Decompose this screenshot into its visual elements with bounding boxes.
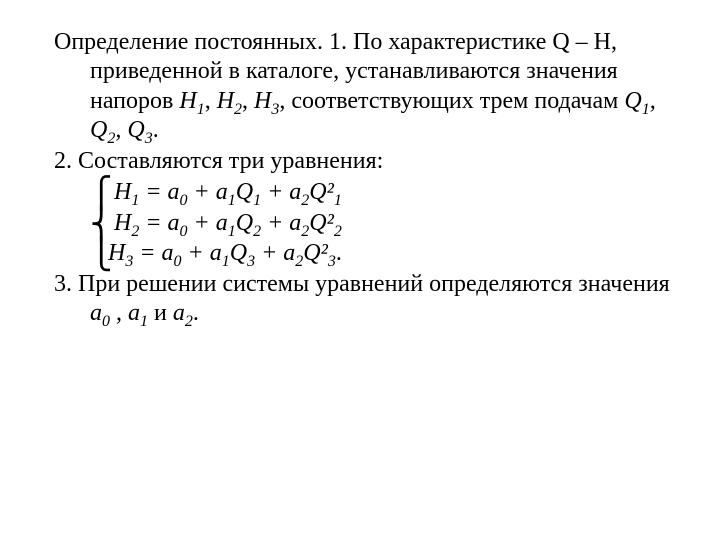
sep: ,	[650, 88, 656, 114]
dot: .	[193, 300, 199, 326]
sub-1: 1	[140, 313, 148, 330]
step-2-intro: 2. Составляются три уравнения:	[54, 147, 680, 176]
document-page: Определение постоянных. 1. По характерис…	[0, 0, 720, 540]
step-1-paragraph: Определение постоянных. 1. По характерис…	[54, 28, 680, 145]
plus-sign: +	[182, 240, 210, 266]
sep: ,	[205, 88, 217, 114]
sq: ²	[327, 179, 334, 205]
sub-3: 3	[247, 253, 255, 270]
step-3-text-a: 3. При решении системы уравнений определ…	[54, 271, 670, 297]
equation-3: ⎩Н3 = а0 + а1Q3 + а2Q²3.	[54, 239, 680, 268]
plus-sign: +	[188, 210, 216, 236]
sub-2: 2	[234, 100, 242, 117]
plus-sign: +	[255, 240, 283, 266]
sub-0: 0	[180, 222, 188, 239]
var-Q: Q	[127, 117, 144, 143]
var-a: а	[173, 300, 185, 326]
var-a: а	[216, 210, 228, 236]
var-H: Н	[114, 179, 131, 205]
var-Q: Q	[236, 210, 253, 236]
var-Q: Q	[309, 210, 326, 236]
sub-1: 1	[222, 253, 230, 270]
sq: ²	[321, 240, 328, 266]
sub-2: 2	[334, 222, 342, 239]
sub-3: 3	[145, 130, 153, 147]
var-H: Н	[217, 88, 234, 114]
var-Q: Q	[90, 117, 107, 143]
equation-2: ⎨ Н2 = а0 + а1Q2 + а2Q²2	[54, 209, 680, 238]
var-a: а	[216, 179, 228, 205]
sub-0: 0	[102, 313, 110, 330]
sub-2: 2	[253, 222, 261, 239]
and-word: и	[148, 300, 173, 326]
sep: ,	[115, 117, 127, 143]
plus-sign: +	[261, 210, 289, 236]
var-H: Н	[114, 210, 131, 236]
sub-1: 1	[197, 100, 205, 117]
step-1-text-b: , соответствующих трем подачам	[279, 88, 624, 114]
plus-sign: +	[188, 179, 216, 205]
sep: ,	[116, 300, 128, 326]
var-Q: Q	[309, 179, 326, 205]
var-a: а	[162, 240, 174, 266]
var-a: а	[283, 240, 295, 266]
var-a: а	[289, 179, 301, 205]
sep: ,	[242, 88, 254, 114]
sub-0: 0	[180, 192, 188, 209]
sub-1: 1	[228, 222, 236, 239]
dot: .	[153, 117, 159, 143]
sub-2: 2	[185, 313, 193, 330]
var-H: Н	[254, 88, 271, 114]
sub-1: 1	[253, 192, 261, 209]
eq-sign: =	[139, 179, 167, 205]
var-H: Н	[179, 88, 196, 114]
sub-1: 1	[334, 192, 342, 209]
eq-sign: =	[133, 240, 161, 266]
var-a: а	[210, 240, 222, 266]
var-Q: Q	[236, 179, 253, 205]
sq: ²	[327, 210, 334, 236]
var-a: а	[168, 210, 180, 236]
var-a: а	[168, 179, 180, 205]
sub-3: 3	[328, 253, 336, 270]
var-Q: Q	[624, 88, 641, 114]
var-Q: Q	[230, 240, 247, 266]
sub-1: 1	[228, 192, 236, 209]
dot: .	[336, 240, 342, 266]
step-3-paragraph: 3. При решении системы уравнений определ…	[54, 270, 680, 329]
var-a: а	[289, 210, 301, 236]
eq-sign: =	[139, 210, 167, 236]
equation-1: ⎧ Н1 = а0 + а1Q1 + а2Q²1	[54, 178, 680, 207]
var-a: а	[90, 300, 102, 326]
sub-0: 0	[174, 253, 182, 270]
plus-sign: +	[261, 179, 289, 205]
sub-1: 1	[642, 100, 650, 117]
var-a: а	[128, 300, 140, 326]
var-Q: Q	[303, 240, 320, 266]
